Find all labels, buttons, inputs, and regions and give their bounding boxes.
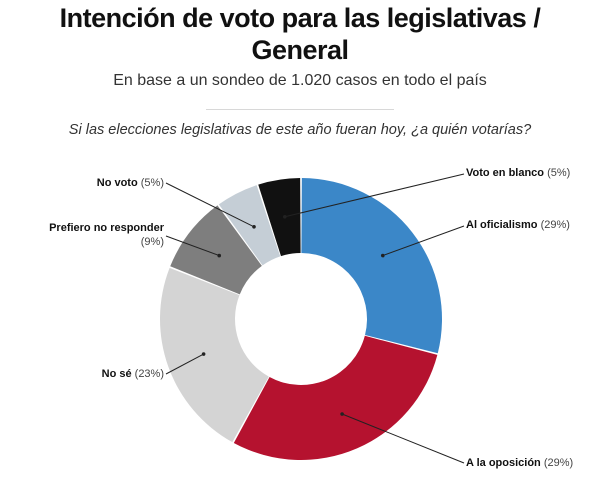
leader-dot-no-se: [201, 352, 206, 356]
leader-line-no-se: [165, 353, 204, 375]
leader-dot-al-oficialismo: [380, 253, 385, 258]
leader-line-prefiero-no-responder: [165, 235, 220, 257]
leader-dot-a-la-oposicion: [340, 412, 344, 416]
leader-line-no-voto: [165, 182, 255, 228]
header-divider: [206, 109, 394, 110]
leader-dot-voto-en-blanco: [283, 214, 287, 219]
label-al-oficialismo-pct: (29%): [540, 219, 570, 231]
leader-dot-prefiero-no-responder: [217, 253, 222, 258]
chart-title-line2: General: [251, 35, 349, 65]
label-prefiero-no-responder-name: Prefiero no responder: [49, 222, 164, 234]
label-a-la-oposicion-name: A la oposición: [466, 457, 541, 469]
leader-line-al-oficialismo: [382, 225, 465, 257]
label-voto-en-blanco-name: Voto en blanco: [466, 167, 545, 179]
chart-title: Intención de voto para las legislativas …: [0, 2, 600, 66]
slice-al-oficialismo: [301, 178, 442, 354]
label-no-voto-pct: (5%): [140, 177, 164, 189]
slice-a-la-oposicion: [233, 335, 438, 460]
label-al-oficialismo-name: Al oficialismo: [466, 219, 538, 231]
leader-line-a-la-oposicion: [341, 413, 465, 464]
chart-title-line1: Intención de voto para las legislativas …: [59, 3, 541, 33]
label-no-se-name: No sé: [101, 368, 132, 380]
label-no-voto-name: No voto: [96, 177, 138, 189]
label-no-se-pct: (23%): [134, 368, 164, 380]
label-prefiero-no-responder: Prefiero no responder (9%): [14, 221, 164, 249]
slice-no-voto: [218, 185, 281, 266]
chart-subtitle: En base a un sondeo de 1.020 casos en to…: [113, 72, 487, 89]
label-a-la-oposicion-pct: (29%): [543, 457, 574, 469]
slice-no-se: [160, 267, 269, 443]
label-al-oficialismo: Al oficialismo (29%): [466, 218, 570, 232]
slice-prefiero-no-responder: [170, 205, 262, 295]
label-voto-en-blanco: Voto en blanco (5%): [466, 166, 570, 180]
leader-line-voto-en-blanco: [284, 173, 465, 218]
slice-voto-en-blanco: [258, 178, 301, 257]
label-voto-en-blanco-pct: (5%): [547, 167, 571, 179]
label-no-se: No sé (23%): [60, 367, 164, 381]
label-no-voto: No voto (5%): [40, 176, 164, 190]
label-prefiero-no-responder-pct: (9%): [140, 236, 164, 248]
leader-dot-no-voto: [252, 224, 256, 229]
survey-question: Si las elecciones legislativas de este a…: [68, 122, 532, 138]
label-a-la-oposicion: A la oposición (29%): [466, 456, 573, 470]
